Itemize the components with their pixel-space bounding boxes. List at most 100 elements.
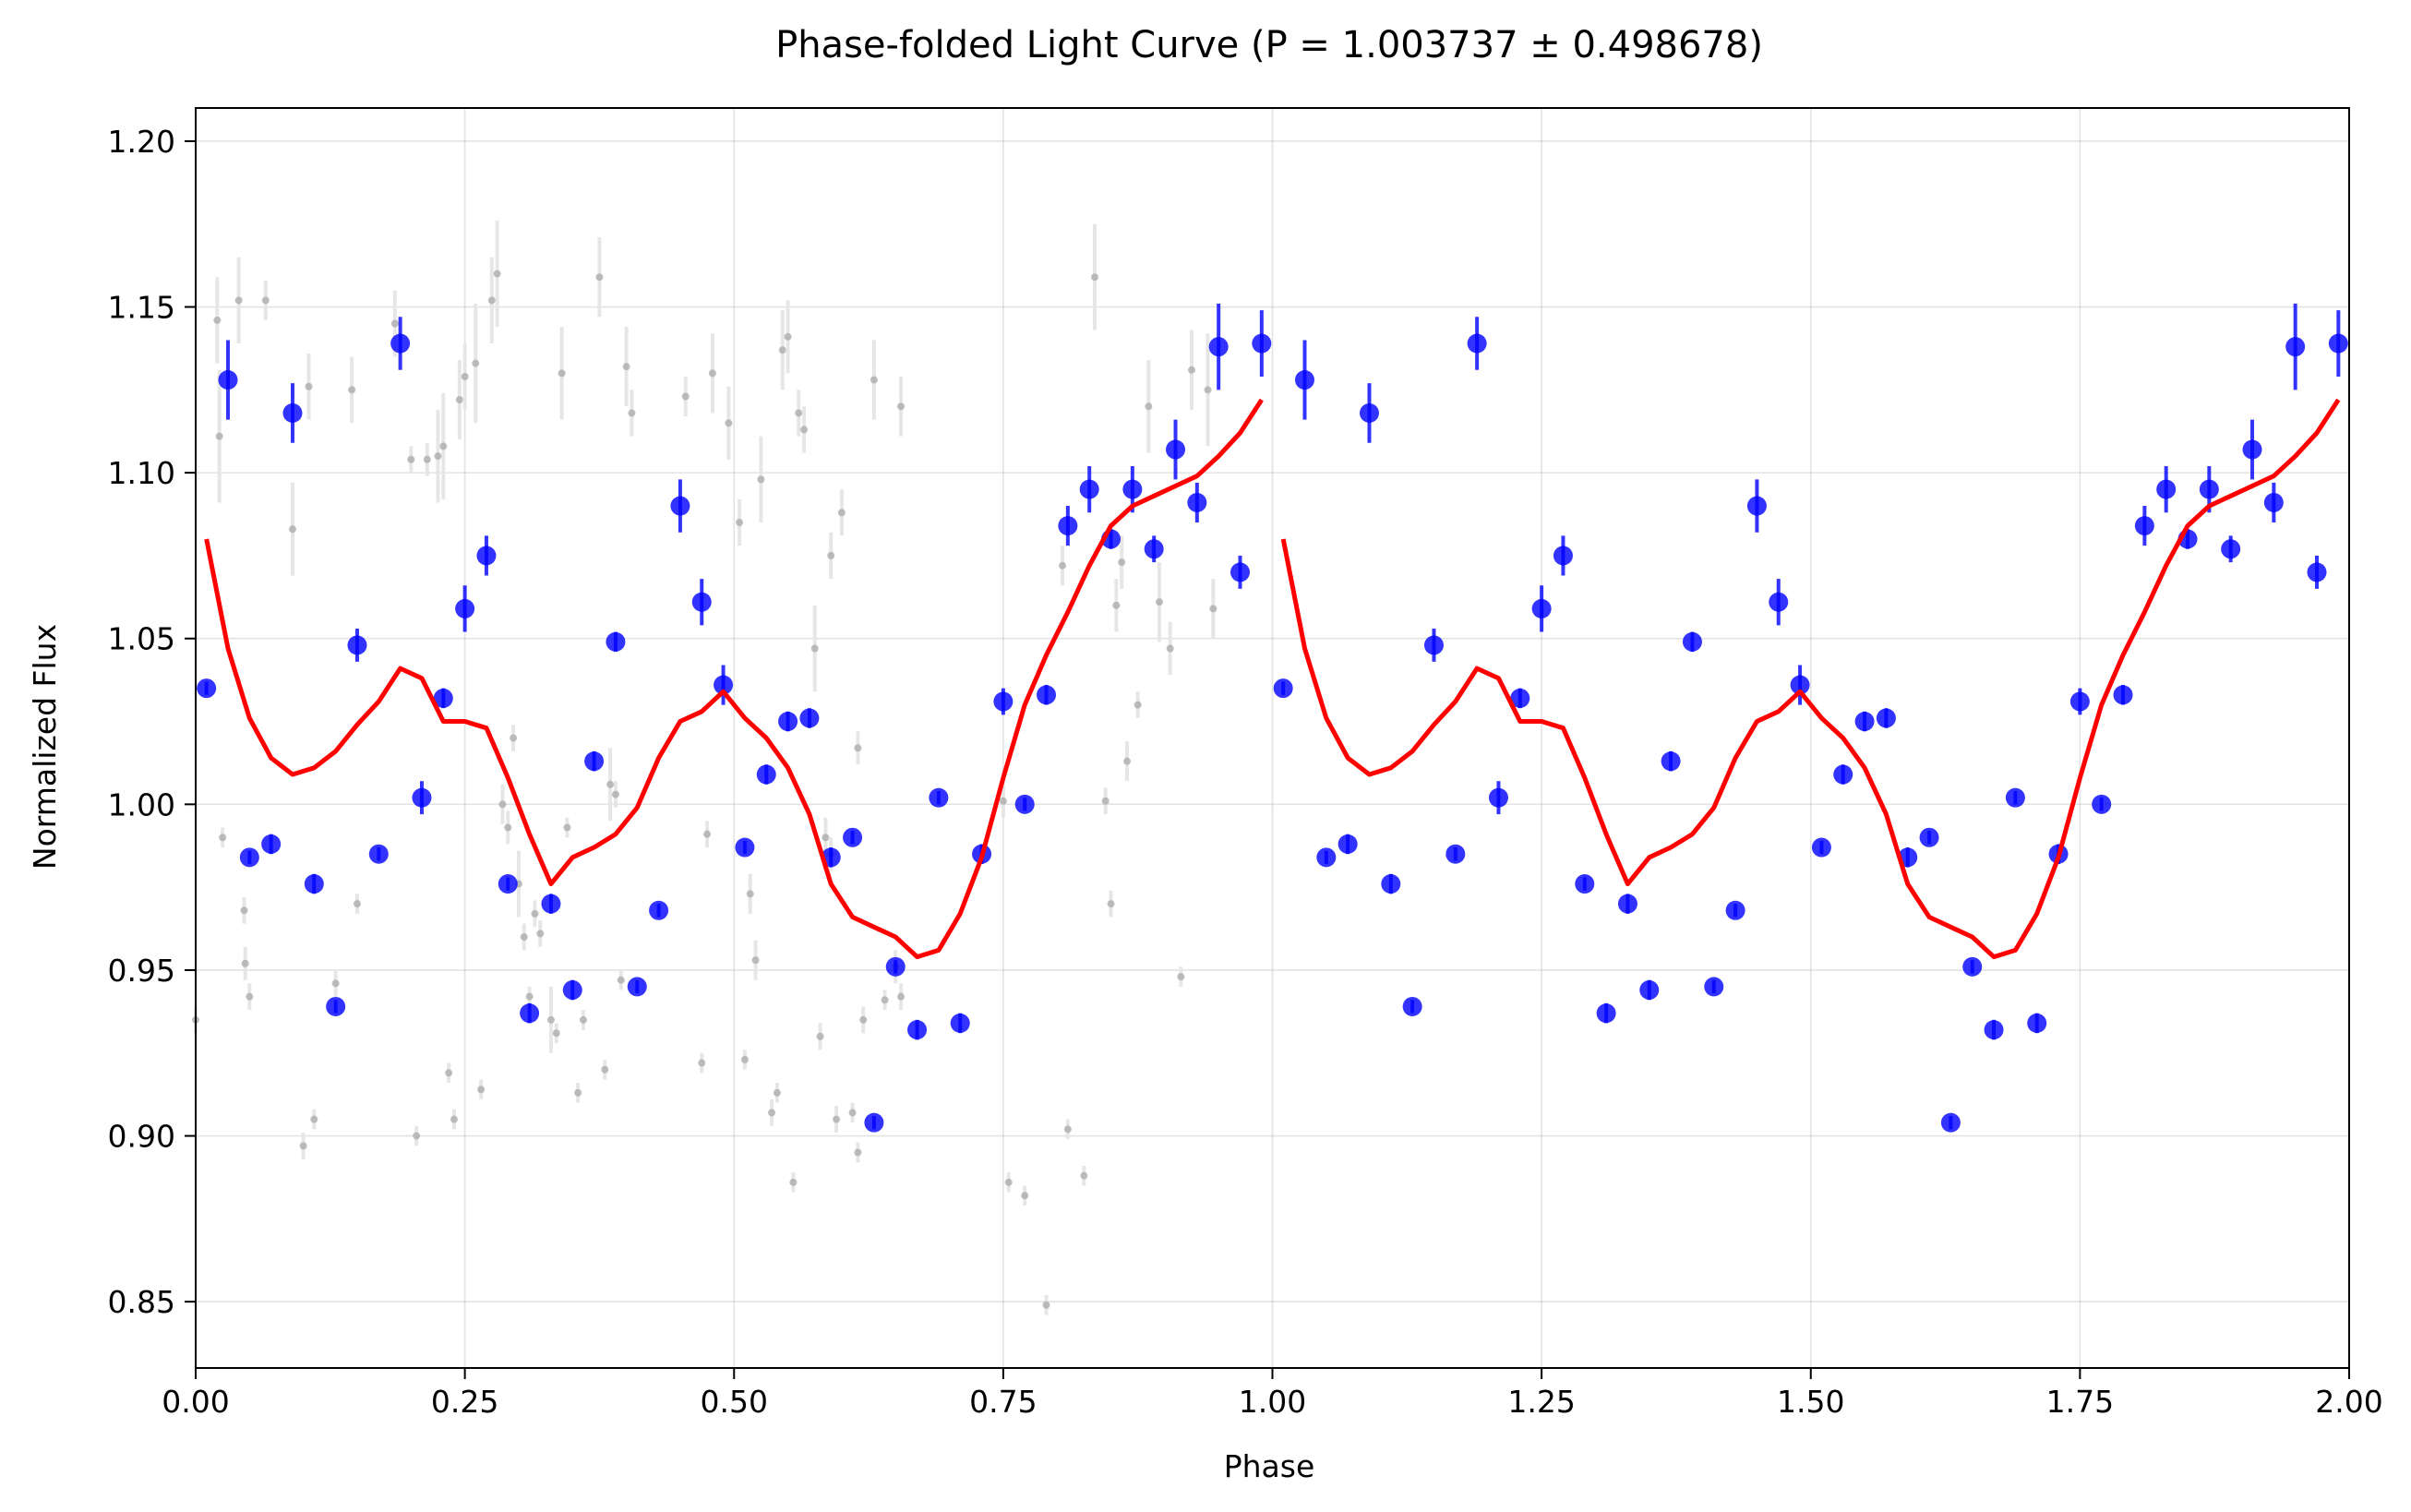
raw-point bbox=[736, 519, 744, 527]
raw-point bbox=[1004, 1178, 1013, 1186]
binned-point bbox=[1811, 837, 1831, 858]
binned-point bbox=[627, 977, 647, 997]
binned-point bbox=[1014, 794, 1035, 814]
raw-point bbox=[773, 1088, 781, 1097]
binned-point bbox=[1467, 333, 1487, 354]
binned-point bbox=[1854, 712, 1875, 732]
binned-point bbox=[347, 635, 367, 655]
raw-point bbox=[219, 834, 227, 842]
raw-point bbox=[510, 734, 518, 742]
y-tick-label: 1.00 bbox=[108, 786, 175, 822]
raw-point bbox=[848, 1109, 857, 1117]
binned-point bbox=[1423, 635, 1444, 655]
binned-point bbox=[2199, 479, 2219, 499]
x-tick-label: 0.25 bbox=[431, 1384, 498, 1420]
raw-point bbox=[789, 1178, 798, 1186]
raw-point bbox=[859, 1015, 868, 1024]
raw-point bbox=[725, 419, 733, 427]
binned-point bbox=[2285, 337, 2306, 357]
raw-point bbox=[504, 823, 512, 832]
raw-point bbox=[1042, 1301, 1050, 1309]
binned-point bbox=[584, 751, 605, 772]
binned-point bbox=[2156, 479, 2177, 499]
binned-point bbox=[261, 834, 282, 854]
binned-point bbox=[1553, 546, 1573, 566]
y-tick-label: 0.95 bbox=[108, 953, 175, 989]
binned-point bbox=[714, 675, 734, 695]
raw-point bbox=[552, 1029, 560, 1038]
binned-point bbox=[1273, 678, 1293, 699]
raw-point bbox=[213, 316, 222, 324]
raw-point bbox=[546, 1015, 555, 1024]
binned-point bbox=[929, 787, 949, 808]
x-tick-label: 0.00 bbox=[162, 1384, 229, 1420]
raw-point bbox=[833, 1115, 841, 1123]
raw-point bbox=[413, 1132, 421, 1140]
raw-point bbox=[310, 1115, 318, 1123]
y-axis-label: Normalized Flux bbox=[27, 624, 63, 870]
binned-point bbox=[735, 837, 755, 858]
raw-point bbox=[837, 509, 846, 517]
raw-point bbox=[1080, 1171, 1088, 1180]
chart-title: Phase-folded Light Curve (P = 1.003737 ±… bbox=[775, 24, 1763, 66]
binned-point bbox=[1962, 956, 1983, 977]
raw-point bbox=[455, 396, 463, 404]
y-tick-label: 0.90 bbox=[108, 1119, 175, 1155]
raw-point bbox=[897, 992, 906, 1001]
binned-point bbox=[1144, 539, 1164, 559]
binned-point bbox=[1769, 592, 1789, 612]
binned-point bbox=[541, 894, 561, 914]
binned-point bbox=[2113, 685, 2133, 705]
x-tick-label: 0.75 bbox=[969, 1384, 1037, 1420]
raw-point bbox=[1209, 605, 1217, 613]
binned-point bbox=[1725, 900, 1745, 920]
binned-point bbox=[1037, 685, 1057, 705]
raw-point bbox=[215, 432, 223, 440]
raw-point bbox=[520, 933, 528, 942]
binned-point bbox=[498, 874, 518, 894]
binned-point bbox=[1510, 688, 1530, 708]
raw-point bbox=[423, 455, 431, 463]
binned-point bbox=[326, 996, 346, 1016]
raw-point bbox=[1101, 797, 1110, 805]
binned-point bbox=[1617, 894, 1637, 914]
raw-point bbox=[348, 386, 356, 394]
raw-point bbox=[816, 1032, 824, 1040]
x-axis-label: Phase bbox=[1224, 1448, 1315, 1484]
binned-point bbox=[1058, 516, 1078, 536]
raw-point bbox=[601, 1065, 609, 1074]
raw-point bbox=[999, 797, 1007, 805]
x-tick-label: 1.75 bbox=[2046, 1384, 2114, 1420]
x-tick-label: 0.50 bbox=[701, 1384, 768, 1420]
binned-point bbox=[476, 546, 497, 566]
binned-point bbox=[606, 631, 626, 652]
raw-point bbox=[563, 823, 571, 832]
binned-point bbox=[390, 333, 411, 354]
raw-point bbox=[1145, 402, 1153, 411]
raw-point bbox=[1021, 1192, 1029, 1200]
raw-point bbox=[897, 402, 906, 411]
raw-point bbox=[822, 834, 830, 842]
raw-point bbox=[617, 976, 625, 984]
binned-point bbox=[2092, 794, 2112, 814]
raw-point bbox=[1091, 273, 1099, 282]
binned-point bbox=[1531, 598, 1552, 618]
binned-point bbox=[1230, 562, 1251, 582]
raw-point bbox=[305, 382, 313, 390]
binned-point bbox=[433, 688, 453, 708]
x-tick-label: 1.50 bbox=[1777, 1384, 1844, 1420]
binned-point bbox=[1575, 874, 1595, 894]
raw-point bbox=[472, 359, 480, 367]
raw-point bbox=[234, 296, 243, 305]
raw-point bbox=[461, 372, 469, 380]
raw-point bbox=[246, 992, 254, 1001]
raw-point bbox=[487, 296, 496, 305]
raw-point bbox=[611, 790, 619, 798]
binned-point bbox=[412, 787, 432, 808]
binned-point bbox=[1940, 1112, 1961, 1133]
binned-point bbox=[197, 678, 217, 699]
raw-point bbox=[681, 392, 690, 401]
raw-point bbox=[498, 800, 507, 809]
model-line bbox=[204, 398, 1264, 960]
